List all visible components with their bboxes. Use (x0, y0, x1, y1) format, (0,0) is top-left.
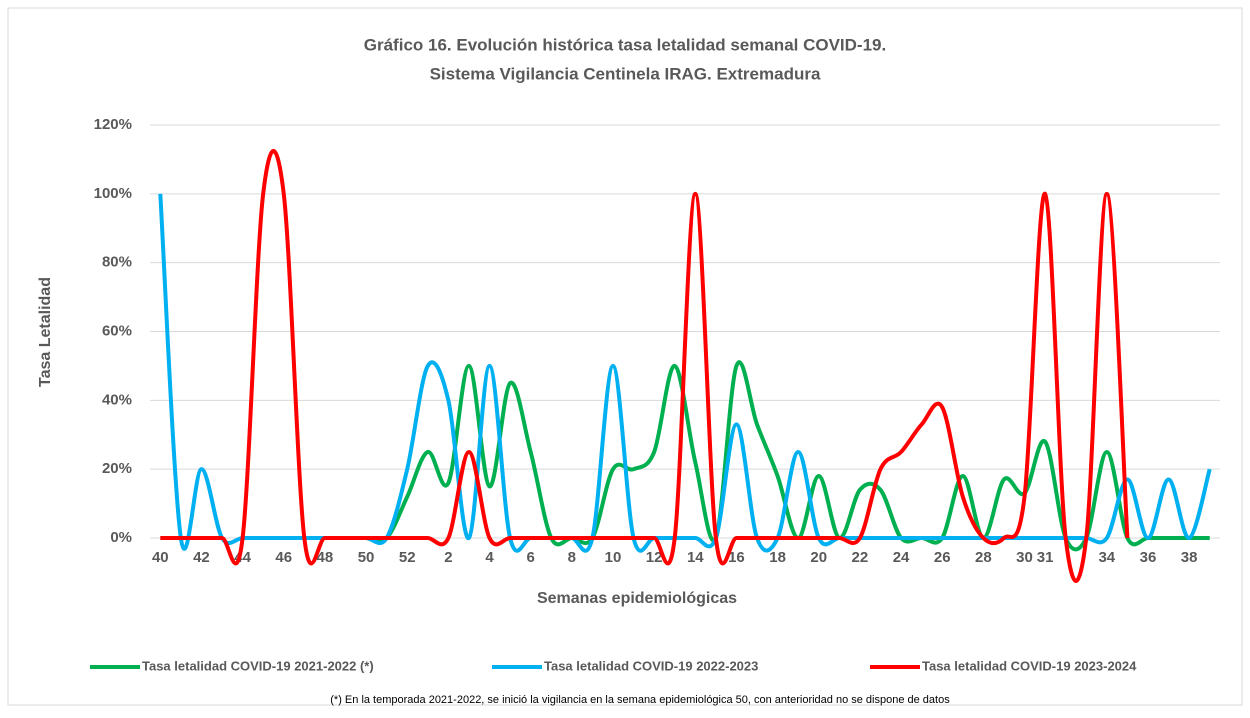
x-tick-label: 50 (358, 549, 375, 566)
y-tick-label: 60% (102, 322, 132, 339)
x-tick-label: 26 (934, 549, 951, 566)
x-tick-label: 36 (1140, 549, 1157, 566)
x-tick-label: 24 (893, 549, 910, 566)
y-tick-label: 80% (102, 254, 132, 271)
x-tick-label: 28 (975, 549, 992, 566)
y-tick-label: 0% (110, 529, 132, 546)
x-tick-label: 18 (769, 549, 786, 566)
legend-label: Tasa letalidad COVID-19 2023-2024 (922, 658, 1137, 673)
x-tick-label: 12 (646, 549, 663, 566)
x-tick-label: 48 (317, 549, 334, 566)
legend-label: Tasa letalidad COVID-19 2021-2022 (*) (142, 658, 374, 673)
y-tick-label: 40% (102, 391, 132, 408)
chart-title: Gráfico 16. Evolución histórica tasa let… (364, 35, 886, 54)
series-line (160, 148, 1130, 584)
x-tick-label: 20 (810, 549, 827, 566)
footnote: (*) En la temporada 2021-2022, se inició… (330, 694, 950, 706)
x-tick-label: 4 (485, 549, 494, 566)
x-tick-label: 31 (1037, 549, 1054, 566)
x-tick-label: 16 (728, 549, 745, 566)
y-axis-label: Tasa Letalidad (37, 277, 54, 387)
x-tick-label: 8 (568, 549, 576, 566)
x-tick-label: 22 (852, 549, 869, 566)
x-tick-label: 42 (193, 549, 210, 566)
y-tick-label: 120% (94, 116, 132, 133)
x-tick-label: 10 (605, 549, 622, 566)
x-tick-label: 2 (444, 549, 452, 566)
chart-title: Sistema Vigilancia Centinela IRAG. Extre… (430, 64, 821, 83)
legend-label: Tasa letalidad COVID-19 2022-2023 (544, 658, 758, 673)
chart-border (7, 7, 1243, 706)
x-tick-label: 14 (687, 549, 704, 566)
x-axis-label: Semanas epidemiológicas (537, 590, 737, 607)
x-tick-label: 38 (1181, 549, 1198, 566)
x-tick-label: 6 (527, 549, 535, 566)
x-tick-label: 46 (275, 549, 292, 566)
x-tick-label: 34 (1098, 549, 1115, 566)
x-tick-label: 40 (152, 549, 169, 566)
y-tick-label: 20% (102, 460, 132, 477)
y-tick-label: 100% (94, 185, 132, 202)
x-tick-label: 30 (1016, 549, 1033, 566)
x-tick-label: 52 (399, 549, 416, 566)
